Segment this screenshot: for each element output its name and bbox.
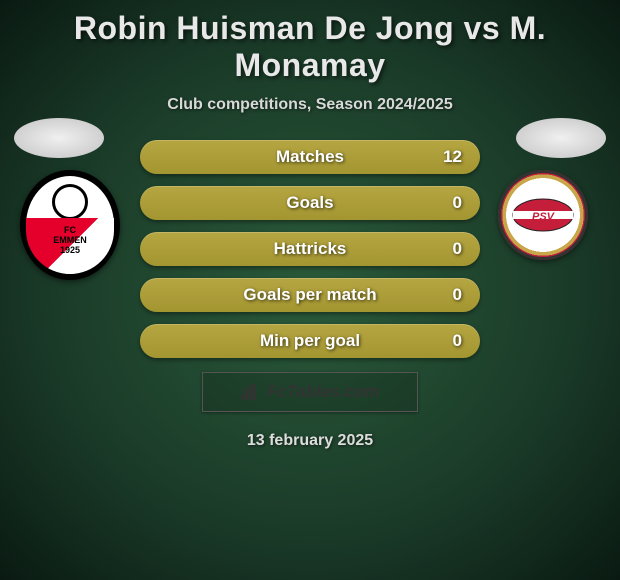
stat-bars: Matches 12 Goals 0 Hattricks 0 Goals per… [140,140,480,358]
stat-label: Goals per match [140,278,480,312]
stat-bar-goals-per-match: Goals per match 0 [140,278,480,312]
svg-text:PSV: PSV [532,211,556,223]
stat-label: Goals [140,186,480,220]
stat-bar-goals: Goals 0 [140,186,480,220]
emmen-logo-text: FC EMMEN1925 [48,226,92,256]
stat-label: Matches [140,140,480,174]
stat-bar-matches: Matches 12 [140,140,480,174]
page-title: Robin Huisman De Jong vs M. Monamay [0,0,620,84]
stat-label: Min per goal [140,324,480,358]
stat-value: 0 [453,278,462,312]
stat-value: 0 [453,324,462,358]
footer-date: 13 february 2025 [0,432,620,450]
stat-label: Hattricks [140,232,480,266]
chart-icon [241,384,261,400]
stat-bar-hattricks: Hattricks 0 [140,232,480,266]
footer-site: FcTables.com [267,382,380,402]
psv-logo-icon: PSV [498,170,588,260]
footer-branding: FcTables.com [202,372,418,412]
club-logo-left: FC EMMEN1925 [20,170,120,280]
stat-bar-min-per-goal: Min per goal 0 [140,324,480,358]
club-logo-right: PSV [498,170,598,280]
player-avatar-left [14,118,104,158]
stat-value: 0 [453,186,462,220]
stat-value: 0 [453,232,462,266]
stat-value: 12 [443,140,462,174]
emmen-logo-icon: FC EMMEN1925 [20,170,120,280]
player-avatar-right [516,118,606,158]
subtitle: Club competitions, Season 2024/2025 [0,96,620,114]
